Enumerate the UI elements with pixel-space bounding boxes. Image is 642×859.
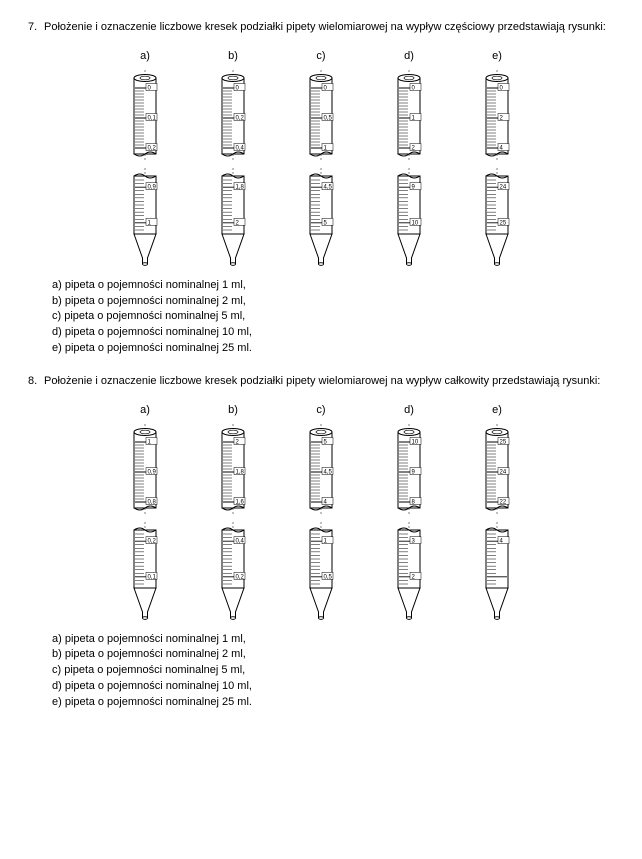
- pipette-diagram: 012910: [379, 70, 439, 268]
- pipette-diagram: 2524224: [467, 424, 527, 622]
- svg-text:10: 10: [412, 439, 419, 445]
- legend: a) pipeta o pojemności nominalnej 1 ml,b…: [52, 632, 614, 710]
- svg-text:10: 10: [412, 220, 419, 226]
- pipette-column: d) 012910: [379, 49, 439, 268]
- svg-text:0,4: 0,4: [236, 145, 245, 151]
- pipette-diagram: 109832: [379, 424, 439, 622]
- pipette-column: e)2524224: [467, 403, 527, 622]
- svg-text:4,5: 4,5: [324, 469, 333, 475]
- pipette-diagram: 00,514,55: [291, 70, 351, 268]
- legend-line: c) pipeta o pojemności nominalnej 5 ml,: [52, 309, 614, 324]
- legend-line: e) pipeta o pojemności nominalnej 25 ml.: [52, 695, 614, 710]
- pipette-column: a)00,10,20,91: [115, 49, 175, 268]
- pipette-diagram: 00,20,41,82: [203, 70, 263, 268]
- legend-line: d) pipeta o pojemności nominalnej 10 ml,: [52, 679, 614, 694]
- section-number: 7.: [28, 20, 44, 35]
- section-2: 8.Położenie i oznaczenie liczbowe kresek…: [28, 374, 614, 710]
- pipette-column: c) 54,5410,5: [291, 403, 351, 622]
- svg-text:0,2: 0,2: [236, 115, 245, 121]
- svg-text:25: 25: [500, 220, 507, 226]
- svg-text:24: 24: [500, 184, 507, 190]
- svg-text:0,5: 0,5: [324, 115, 333, 121]
- section-1: 7.Położenie i oznaczenie liczbowe kresek…: [28, 20, 614, 356]
- pipette-diagram: 54,5410,5: [291, 424, 351, 622]
- column-label: c): [291, 403, 351, 418]
- pipette-diagram: 00,10,20,91: [115, 70, 175, 268]
- legend-line: b) pipeta o pojemności nominalnej 2 ml,: [52, 647, 614, 662]
- svg-text:0,5: 0,5: [324, 574, 333, 580]
- svg-text:0,1: 0,1: [148, 115, 157, 121]
- svg-text:0,2: 0,2: [148, 145, 157, 151]
- legend-line: e) pipeta o pojemności nominalnej 25 ml.: [52, 341, 614, 356]
- svg-text:0,9: 0,9: [148, 469, 157, 475]
- legend-line: c) pipeta o pojemności nominalnej 5 ml,: [52, 663, 614, 678]
- column-label: d): [379, 403, 439, 418]
- section-number: 8.: [28, 374, 44, 389]
- column-label: b): [203, 403, 263, 418]
- section-text: Położenie i oznaczenie liczbowe kresek p…: [44, 374, 614, 389]
- column-label: e): [467, 49, 527, 64]
- column-label: a): [115, 403, 175, 418]
- svg-text:0,8: 0,8: [148, 499, 157, 505]
- svg-text:0,2: 0,2: [148, 538, 157, 544]
- svg-text:0,1: 0,1: [148, 574, 157, 580]
- column-label: c): [291, 49, 351, 64]
- svg-text:0,2: 0,2: [236, 574, 245, 580]
- svg-text:1,8: 1,8: [236, 184, 245, 190]
- section-text: Położenie i oznaczenie liczbowe kresek p…: [44, 20, 614, 35]
- svg-text:1,8: 1,8: [236, 469, 245, 475]
- pipette-diagram: 10,90,80,20,1: [115, 424, 175, 622]
- pipette-diagram: 0242425: [467, 70, 527, 268]
- legend: a) pipeta o pojemności nominalnej 1 ml,b…: [52, 278, 614, 356]
- pipette-column: d) 109832: [379, 403, 439, 622]
- legend-line: b) pipeta o pojemności nominalnej 2 ml,: [52, 294, 614, 309]
- legend-line: a) pipeta o pojemności nominalnej 1 ml,: [52, 278, 614, 293]
- pipette-row: a)00,10,20,91b)00,20,41,82c)00,514,55d)0…: [28, 49, 614, 268]
- legend-line: a) pipeta o pojemności nominalnej 1 ml,: [52, 632, 614, 647]
- pipette-column: a)10,90,80,20,1: [115, 403, 175, 622]
- svg-text:0,9: 0,9: [148, 184, 157, 190]
- column-label: b): [203, 49, 263, 64]
- column-label: e): [467, 403, 527, 418]
- svg-text:4,5: 4,5: [324, 184, 333, 190]
- pipette-column: b)00,20,41,82: [203, 49, 263, 268]
- svg-text:25: 25: [500, 439, 507, 445]
- svg-text:0,4: 0,4: [236, 538, 245, 544]
- svg-text:1,6: 1,6: [236, 499, 245, 505]
- pipette-column: c) 00,514,55: [291, 49, 351, 268]
- pipette-column: e)0242425: [467, 49, 527, 268]
- column-label: a): [115, 49, 175, 64]
- column-label: d): [379, 49, 439, 64]
- svg-text:22: 22: [500, 499, 507, 505]
- pipette-row: a)10,90,80,20,1b)21,81,60,40,2c)54,5410,…: [28, 403, 614, 622]
- legend-line: d) pipeta o pojemności nominalnej 10 ml,: [52, 325, 614, 340]
- pipette-diagram: 21,81,60,40,2: [203, 424, 263, 622]
- pipette-column: b)21,81,60,40,2: [203, 403, 263, 622]
- svg-text:24: 24: [500, 469, 507, 475]
